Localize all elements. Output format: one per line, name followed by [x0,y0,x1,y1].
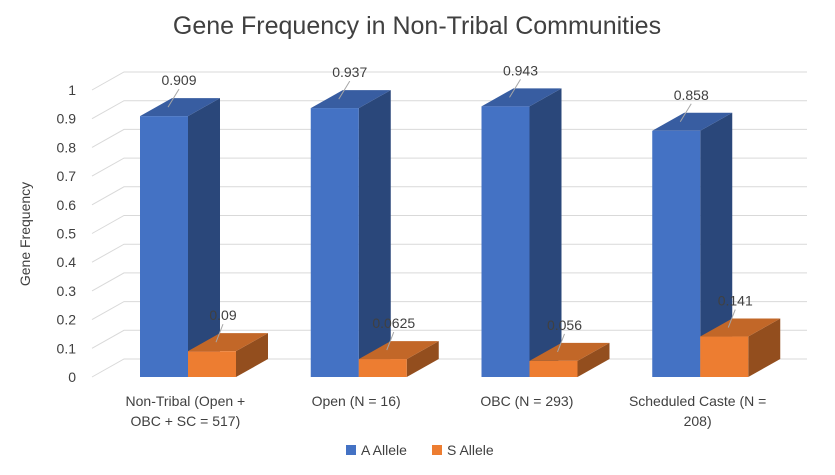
legend-item: A Allele [346,442,407,458]
y-tick-label: 0.9 [57,111,77,127]
gridline [91,128,807,148]
gridline [91,100,807,120]
bar-side [188,98,220,377]
bar-front [700,336,749,377]
bar-a-allele [652,112,733,377]
gridlines [91,71,807,378]
bar-side [358,90,391,378]
bar-side [700,112,733,377]
bar-top [358,341,439,360]
data-label-leader [509,79,521,98]
bar-front [529,360,578,377]
data-label-leader [167,88,180,108]
legend-swatch [346,445,356,455]
bar-top [529,342,610,361]
bar-top [481,88,562,107]
gridline [91,243,807,263]
bar-top [652,112,733,131]
bar-front [481,106,530,377]
gridline [91,301,807,321]
y-axis-label: Gene Frequency [17,182,33,286]
y-tick-label: 0.3 [57,283,77,299]
bar-top [700,318,781,337]
x-tick-label: Scheduled Caste (N = 208) [629,393,766,429]
data-label: 0.141 [718,293,753,309]
x-tick-label: Non-Tribal (Open + OBC + SC = 517) [126,393,246,429]
bar-a-allele [140,98,220,377]
x-tick-label: Open (N = 16) [312,393,401,409]
y-tick-label: 1 [68,82,76,98]
y-tick-label: 0.4 [57,254,77,270]
legend-label: A Allele [361,442,407,458]
legend: A Allele S Allele [346,442,494,458]
bar-front [310,108,359,378]
data-label: 0.0625 [372,315,415,331]
x-tick-label: OBC (N = 293) [480,393,573,409]
y-axis-ticks: 0 0.1 0.2 0.3 0.4 0.5 0.6 0.7 0.8 0.9 1 [57,82,77,385]
bar-s-allele [529,342,610,377]
bars [140,88,781,378]
data-label-leader [727,309,736,328]
data-label: 0.909 [161,72,196,88]
bar-side [577,342,610,377]
gridline [91,329,807,349]
data-labels: 0.909 0.09 0.937 0.0625 0.943 0.056 0.858 0.141 [161,62,753,353]
bar-front [652,130,701,377]
data-label: 0.858 [674,87,709,103]
bar-side [406,341,439,377]
y-tick-label: 0.1 [57,340,77,356]
bar-top [188,333,268,352]
bar-front [188,351,236,377]
gridline [91,272,807,292]
data-label-leader [215,323,224,343]
bar-s-allele [358,341,439,377]
bar-a-allele [310,90,391,378]
gridline [91,186,807,206]
bar-s-allele [188,333,268,377]
x-axis-ticks: Non-Tribal (Open + OBC + SC = 517) Open (N… [126,393,767,429]
data-label-leader [386,331,395,351]
bar-front [140,116,188,377]
chart-title: Gene Frequency in Non-Tribal Communities [173,12,661,40]
legend-label: S Allele [447,442,494,458]
bar-s-allele [700,318,781,377]
data-label: 0.937 [332,64,367,80]
data-label-leader [557,333,565,353]
gridline [91,71,807,91]
bar-side [529,88,562,377]
data-label: 0.056 [547,317,582,333]
bar-side [748,318,781,377]
data-label-leader [338,80,351,100]
y-tick-label: 0.5 [57,226,77,242]
y-tick-label: 0.2 [57,312,77,328]
y-tick-label: 0.7 [57,168,77,184]
data-label-leader [679,103,692,123]
data-label: 0.09 [209,307,236,323]
legend-swatch [432,445,442,455]
y-tick-label: 0.6 [57,197,77,213]
y-tick-label: 0 [68,369,76,385]
bar-a-allele [481,88,562,377]
bar-top [310,90,391,109]
y-tick-label: 0.8 [57,139,77,155]
data-label: 0.943 [503,62,538,78]
bar-top [140,98,220,117]
legend-item: S Allele [432,442,494,458]
bar-side [236,333,268,377]
bar-front [358,359,407,377]
gridline [91,157,807,177]
gridline [91,215,807,234]
